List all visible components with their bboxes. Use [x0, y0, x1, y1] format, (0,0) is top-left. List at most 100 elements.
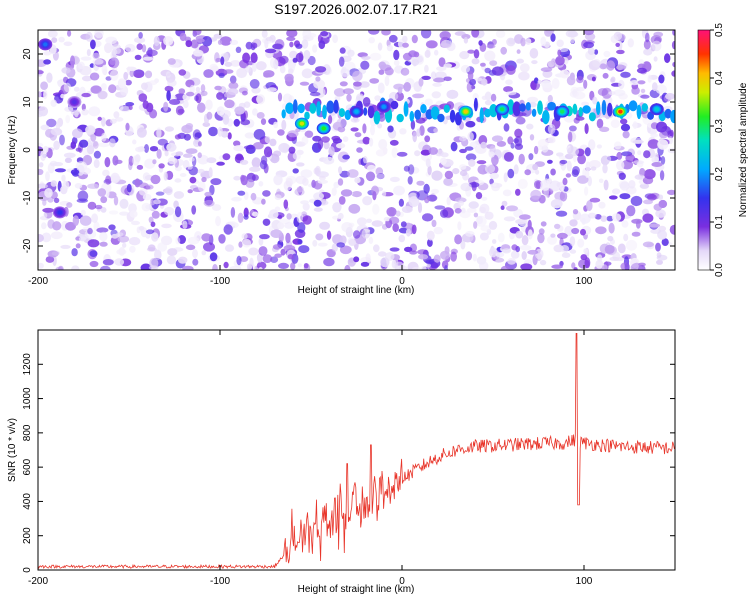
heatmap-cell	[641, 103, 648, 112]
heatmap-cell	[636, 67, 647, 74]
heatmap-cell	[393, 49, 400, 61]
heatmap-cell	[643, 48, 653, 56]
heatmap-cell	[613, 257, 625, 262]
heatmap-cell	[596, 101, 601, 115]
heatmap-cell	[454, 31, 466, 36]
heatmap-cell	[333, 99, 339, 114]
heatmap-cell	[313, 207, 323, 212]
heatmap-cell	[410, 119, 416, 130]
heatmap-cell	[306, 32, 317, 38]
heatmap-cell	[154, 78, 160, 84]
heatmap-cell	[38, 162, 44, 168]
heatmap-cell	[606, 155, 612, 163]
heatmap-cell	[459, 164, 467, 170]
heatmap-cell	[569, 249, 577, 254]
heatmap-cell	[41, 232, 52, 243]
heatmap-cell	[580, 254, 588, 261]
heatmap-cell	[124, 43, 136, 53]
heatmap-cell	[588, 160, 601, 169]
heatmap-cell	[577, 238, 585, 248]
heatmap-cell	[495, 252, 505, 258]
heatmap-cell	[459, 148, 467, 154]
heatmap-cell	[217, 39, 223, 45]
heatmap-cell	[51, 251, 60, 256]
heatmap-cell	[187, 189, 193, 194]
heatmap-cell	[336, 242, 346, 248]
heatmap-cell	[43, 51, 52, 56]
heatmap-cell	[227, 88, 239, 95]
heatmap-cell	[90, 85, 102, 94]
heatmap-cell	[513, 164, 519, 175]
heatmap-cell	[636, 104, 642, 120]
heatmap-cell	[150, 174, 161, 185]
heatmap-cell	[547, 101, 556, 111]
heatmap-cell	[132, 155, 140, 166]
heatmap-cell	[426, 194, 438, 202]
heatmap-cell	[506, 37, 516, 47]
heatmap-cell	[458, 200, 464, 206]
heatmap-cell	[150, 221, 156, 228]
heatmap-cell	[369, 78, 380, 84]
heatmap-y-ticks: 20 10 0 -10 -20	[22, 48, 675, 253]
heatmap-cell	[585, 170, 590, 179]
heatmap-cell	[471, 30, 480, 38]
heatmap-cell	[571, 262, 576, 269]
heatmap-cell	[374, 95, 381, 101]
heatmap-cell	[304, 130, 314, 138]
heatmap-cell	[284, 73, 294, 82]
heatmap-cell	[222, 153, 231, 161]
heatmap-cell	[126, 183, 132, 193]
heatmap-cell	[616, 160, 625, 171]
heatmap-cell	[514, 128, 523, 138]
heatmap-cell	[72, 215, 80, 227]
heatmap-cell	[446, 89, 459, 99]
heatmap-cell	[281, 109, 286, 119]
heatmap-cell	[229, 39, 239, 46]
heatmap-cell	[601, 87, 612, 99]
heatmap-cell	[344, 109, 351, 121]
heatmap-cell	[108, 138, 116, 148]
heatmap-cell	[651, 156, 659, 164]
heatmap-cell	[484, 50, 496, 62]
heatmap-cell	[92, 52, 100, 59]
heatmap-cell	[253, 129, 266, 140]
heatmap-cell	[632, 121, 638, 129]
heatmap-cell	[331, 187, 337, 196]
heatmap-cell	[616, 151, 623, 160]
heatmap-cell	[274, 253, 282, 258]
heatmap-cell	[367, 164, 376, 172]
heatmap-cell	[668, 136, 673, 145]
heatmap-cell	[480, 141, 487, 149]
heatmap-cell	[185, 148, 198, 155]
heatmap-cell	[395, 210, 401, 217]
heatmap-cell	[587, 47, 595, 55]
heatmap-cell	[197, 168, 205, 174]
heatmap-cell	[484, 164, 496, 174]
heatmap-cell	[566, 160, 572, 172]
heatmap-cell	[507, 136, 514, 145]
heatmap-cell	[74, 183, 83, 189]
heatmap-cell	[630, 195, 643, 207]
heatmap-feature	[463, 109, 468, 114]
heatmap-cell	[163, 101, 169, 112]
heatmap-cell	[417, 249, 428, 255]
heatmap-cell	[511, 244, 518, 251]
heatmap-cell	[243, 110, 248, 120]
heatmap-cell	[491, 66, 504, 76]
heatmap-cell	[332, 234, 343, 245]
heatmap-cell	[233, 145, 245, 152]
heatmap-cell	[401, 206, 413, 213]
heatmap-cell	[338, 166, 343, 174]
heatmap-cell	[92, 58, 104, 65]
heatmap-cell	[533, 145, 539, 155]
snr-y-ticks: 0 200 400 600 800 1000 1200	[22, 353, 675, 573]
heatmap-cell	[195, 38, 205, 43]
heatmap-cell	[331, 243, 339, 252]
heatmap-cell	[529, 48, 539, 59]
heatmap-cell	[360, 60, 370, 70]
heatmap-cell	[63, 82, 72, 93]
heatmap-cell	[70, 141, 77, 149]
heatmap-cell	[163, 36, 174, 46]
heatmap-cell	[108, 224, 116, 231]
heatmap-cell	[322, 104, 327, 120]
